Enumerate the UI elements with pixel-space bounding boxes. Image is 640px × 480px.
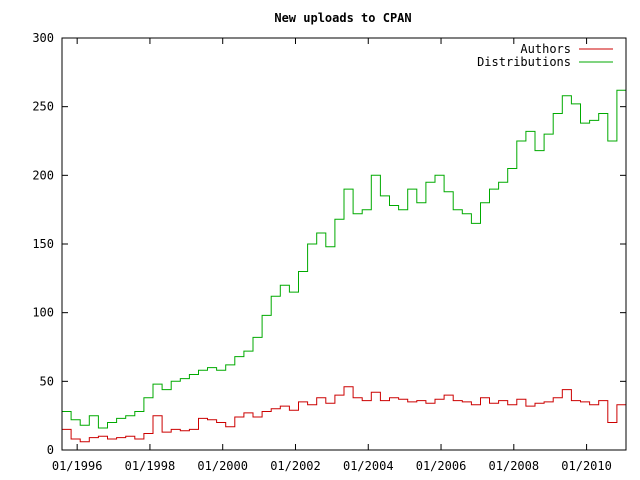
x-tick-label: 01/2006 — [416, 459, 467, 473]
y-tick-label: 150 — [32, 237, 54, 251]
x-axis-ticks: 01/1996 01/1998 01/2000 01/2002 01/2004 01/20… — [52, 38, 612, 473]
x-tick-label: 01/2000 — [197, 459, 248, 473]
y-tick-label: 200 — [32, 168, 54, 182]
x-tick-label: 01/1998 — [125, 459, 176, 473]
y-tick-label: 100 — [32, 306, 54, 320]
legend-label-distributions: Distributions — [477, 55, 571, 69]
series-line-authors — [62, 386, 627, 443]
y-tick-label: 300 — [32, 31, 54, 45]
x-tick-label: 01/2004 — [343, 459, 394, 473]
chart-title: New uploads to CPAN — [274, 11, 411, 25]
x-tick-label: 01/1996 — [52, 459, 103, 473]
series-layer — [62, 58, 627, 443]
y-tick-label: 50 — [40, 374, 54, 388]
plot-frame — [61, 37, 627, 451]
x-tick-label: 01/2008 — [489, 459, 540, 473]
x-tick-label: 01/2002 — [270, 459, 321, 473]
legend-label-authors: Authors — [520, 42, 571, 56]
y-axis-ticks: 0 50 100 150 200 250 300 — [32, 31, 626, 457]
y-tick-label: 250 — [32, 100, 54, 114]
x-tick-label: 01/2010 — [561, 459, 612, 473]
series-line-distributions — [62, 58, 627, 429]
y-tick-label: 0 — [47, 443, 54, 457]
